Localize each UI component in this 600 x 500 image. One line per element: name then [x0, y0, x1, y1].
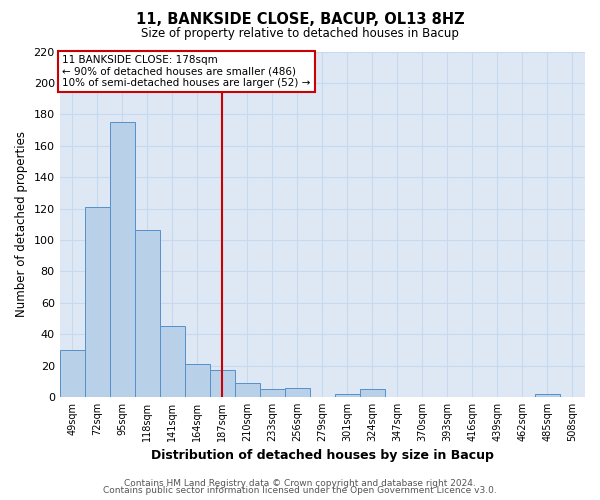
Bar: [535, 394, 560, 397]
Bar: [85, 207, 110, 397]
Text: Contains HM Land Registry data © Crown copyright and database right 2024.: Contains HM Land Registry data © Crown c…: [124, 478, 476, 488]
Text: 11, BANKSIDE CLOSE, BACUP, OL13 8HZ: 11, BANKSIDE CLOSE, BACUP, OL13 8HZ: [136, 12, 464, 28]
Text: Contains public sector information licensed under the Open Government Licence v3: Contains public sector information licen…: [103, 486, 497, 495]
Y-axis label: Number of detached properties: Number of detached properties: [15, 131, 28, 317]
X-axis label: Distribution of detached houses by size in Bacup: Distribution of detached houses by size …: [151, 450, 494, 462]
Bar: [160, 326, 185, 397]
Bar: [260, 389, 285, 397]
Text: 11 BANKSIDE CLOSE: 178sqm
← 90% of detached houses are smaller (486)
10% of semi: 11 BANKSIDE CLOSE: 178sqm ← 90% of detac…: [62, 55, 311, 88]
Bar: [285, 388, 310, 397]
Bar: [110, 122, 135, 397]
Bar: [210, 370, 235, 397]
Bar: [185, 364, 210, 397]
Text: Size of property relative to detached houses in Bacup: Size of property relative to detached ho…: [141, 28, 459, 40]
Bar: [135, 230, 160, 397]
Bar: [360, 389, 385, 397]
Bar: [235, 383, 260, 397]
Bar: [335, 394, 360, 397]
Bar: [59, 350, 85, 397]
